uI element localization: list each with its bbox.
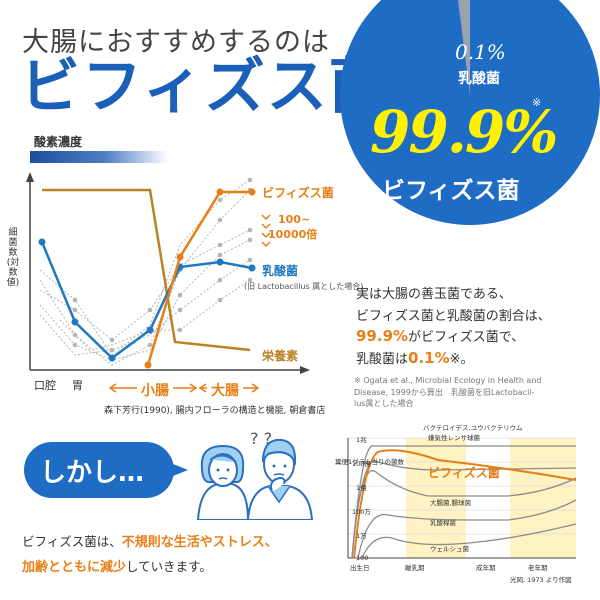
chart2-top-label2: 嫌気性レンサ球菌 (428, 434, 480, 442)
chart2-other-curves (351, 445, 577, 559)
x-label-small-intestine: 小腸 (137, 380, 173, 400)
period-shade-old (510, 438, 576, 558)
desc-line4-rest: ※。 (449, 352, 474, 367)
pie-big-value: 99.9% (370, 98, 558, 166)
chart2-x-adult: 成年期 (476, 564, 496, 572)
chart2-top-label1: バクテロイデス,ユウバクテリウム (423, 424, 523, 432)
desc-line2: ビフィズス菌と乳酸菌の割合は、 (356, 309, 551, 324)
desc-line3-rest: がビフィズス菌で、 (408, 330, 525, 345)
bottom-line2: 加齢とともに減少していきます。 (22, 556, 212, 575)
however-text: しかし… (40, 458, 145, 488)
worried-people-illustration: ? ? (196, 429, 314, 520)
pie-bifidobacteria-slice (340, 0, 600, 225)
chart2-bifi-label: ビフィズス菌 (428, 466, 500, 480)
ecoli-curve (351, 470, 577, 559)
chart2-ytick-1: 100億 (352, 460, 371, 468)
bottom-line1-pre: ビフィズス菌は、 (22, 534, 122, 549)
chart1-y-arrow (26, 172, 34, 182)
welch-curve (361, 523, 577, 559)
desc-line1: 実は大腸の善玉菌である、 (356, 287, 512, 302)
oxygen-label: 酸素濃度 (34, 135, 83, 149)
bifidobacteria-points (144, 188, 256, 369)
bottom-line1: ビフィズス菌は、不規則な生活やストレス、 (22, 531, 278, 550)
woman-figure (196, 444, 250, 520)
other-series-1 (39, 179, 251, 356)
x-label-oral: 口腔 (34, 379, 56, 392)
legend-bifidobacteria: ビフィズス菌 (262, 186, 334, 200)
pie-small-label: 乳酸菌 (458, 71, 500, 87)
chart2-ytick-3: 100万 (352, 508, 371, 516)
period-shade-weaning (406, 438, 466, 558)
chart2-y-title: 糞便1グラム当りの菌数 (335, 458, 404, 466)
bottom-line1-hl: 不規則な生活やストレス、 (121, 535, 278, 550)
chart2-welch-label: ウェルシュ菌 (430, 545, 469, 553)
desc-note-1: ※ Ogata et al., Microbial Ecology in Hea… (354, 376, 542, 385)
desc-line4: 乳酸菌は0.1%※。 (356, 348, 474, 367)
chart2-ecoli-label: 大腸菌,腸球菌 (430, 499, 472, 507)
headline-title: ビフィズス菌 (20, 52, 391, 122)
bifidobacteria-line (146, 190, 252, 366)
legend-multiplier-1: 100~ (278, 213, 311, 226)
chart1-x-arrow (300, 366, 310, 374)
desc-line4-pre: 乳酸菌は (356, 352, 409, 367)
question-marks: ? ? (250, 429, 272, 448)
legend-old-name-note: (旧 Lactobacillus 属とした場合) (244, 282, 364, 291)
chart2-x-weaning: 離乳期 (405, 564, 425, 572)
age-bacteria-chart (347, 437, 577, 559)
multiplier-chevrons (261, 214, 271, 248)
other-bacteria-series (39, 179, 251, 366)
pie-big-label: ビフィズス菌 (382, 178, 520, 204)
lactobacillus-points (38, 238, 256, 362)
desc-percent-bifi: 99.9% (356, 327, 409, 345)
chart2-grid (348, 437, 576, 535)
x-label-stomach: 胃 (72, 379, 83, 392)
nutrients-line (42, 188, 251, 352)
chart1-citation: 森下芳行(1990), 腸内フローラの構造と機能, 朝倉書店 (104, 406, 326, 416)
desc-line3: 99.9%がビフィズス菌で、 (356, 326, 524, 345)
bifidobacteria-curve (353, 449, 577, 559)
desc-note-3: lus属とした場合 (354, 399, 414, 408)
man-figure (246, 438, 314, 520)
desc-percent-lacto: 0.1% (408, 349, 450, 367)
bacteria-ratio-pie (340, 0, 600, 225)
legend-nutrients: 栄養素 (262, 349, 299, 363)
however-bubble-shape (24, 442, 174, 498)
legend-multiplier-2: 10000倍 (268, 228, 318, 241)
pie-asterisk: ※ (532, 96, 542, 109)
chart2-x-birth: 出生日 (350, 564, 370, 572)
chart2-citation: 光岡, 1973 より作図 (510, 576, 572, 584)
chart2-ytick-5: 100 (356, 554, 369, 562)
desc-note-2: Disease, 1999から算出 乳酸菌を旧Lactobacil- (354, 388, 535, 397)
pie-small-value: 0.1% (455, 40, 506, 64)
lacto-curve (357, 499, 577, 559)
chart1-yaxis-label: 細菌数(対数値) (6, 228, 20, 288)
chart2-ytick-2: 1億 (356, 484, 367, 492)
x-label-large-intestine: 大腸 (207, 380, 243, 400)
other-series-2 (39, 189, 251, 366)
however-bubble (24, 442, 188, 498)
chart2-lacto-label: 乳酸桿菌 (430, 519, 456, 527)
chart2-ytick-4: 1万 (356, 532, 367, 540)
oxygen-gradient-bar (30, 151, 168, 163)
bottom-line2-hl: 加齢とともに減少 (22, 560, 127, 575)
however-bubble-tail (168, 462, 188, 478)
bottom-line2-rest: していきます。 (126, 559, 212, 574)
headline-line1: 大腸におすすめするのは (22, 27, 330, 58)
legend-lactobacillus: 乳酸菌 (262, 264, 299, 278)
chart2-ytick-0: 1兆 (356, 436, 367, 444)
chart2-x-old: 老年期 (528, 564, 548, 572)
